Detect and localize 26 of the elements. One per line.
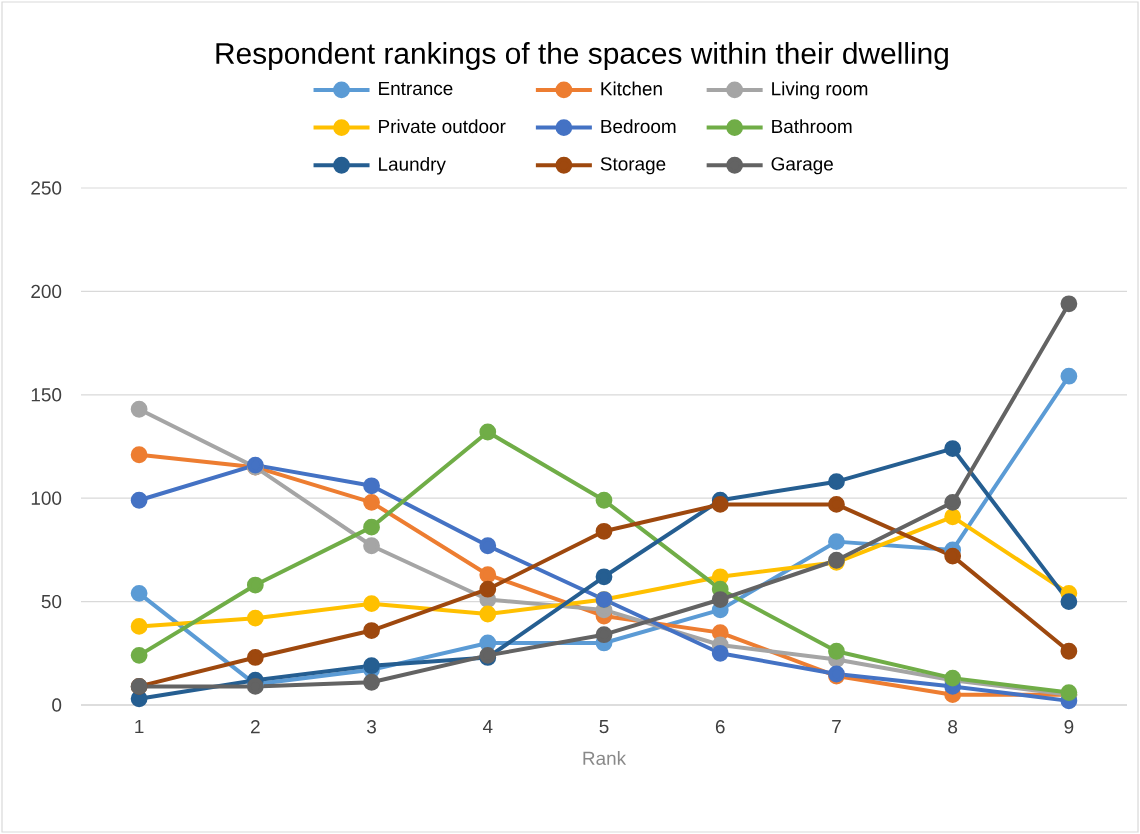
legend-label: Living room — [772, 81, 868, 100]
x-tick-label: 9 — [1064, 720, 1074, 734]
x-tick-label: 7 — [832, 720, 841, 734]
legend-label: Bedroom — [601, 119, 676, 134]
y-tick-label: 200 — [31, 284, 62, 299]
chart-title: Respondent rankings of the spaces within their dwelling — [216, 42, 948, 70]
x-tick-label: 3 — [367, 720, 376, 734]
legend-label: Entrance — [379, 81, 453, 96]
y-tick-label: 50 — [41, 594, 62, 609]
y-tick-label: 250 — [31, 181, 62, 195]
legend-label: Kitchen — [601, 81, 662, 96]
x-tick-label: 4 — [482, 720, 493, 734]
x-tick-label: 5 — [599, 720, 609, 734]
x-tick-label: 8 — [948, 720, 958, 734]
x-tick-label: 2 — [251, 720, 260, 734]
legend-label: Private outdoor — [379, 119, 506, 134]
legend-label: Bathroom — [772, 119, 852, 134]
legend-label: Laundry — [379, 156, 446, 175]
y-tick-label: 0 — [52, 698, 62, 712]
legend-label: Garage — [771, 157, 833, 175]
y-tick-label: 150 — [31, 388, 62, 402]
x-tick-label: 6 — [715, 720, 725, 734]
legend-label: Storage — [600, 157, 666, 175]
x-axis-title: Rank — [583, 751, 627, 766]
y-tick-label: 100 — [31, 491, 62, 505]
x-tick-label: 1 — [135, 720, 144, 734]
